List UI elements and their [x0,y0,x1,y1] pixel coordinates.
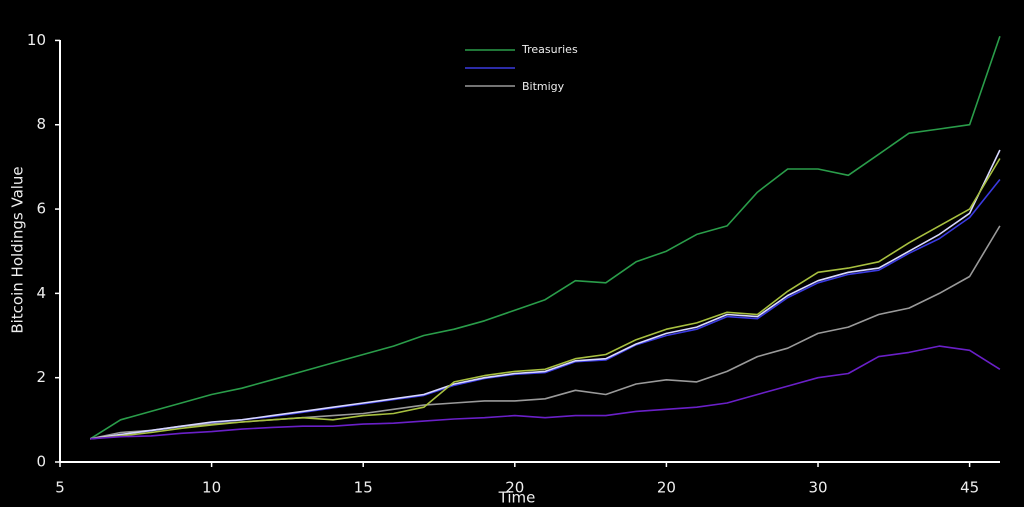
x-axis-label: Time [498,489,536,507]
y-tick-label: 8 [36,115,46,133]
y-tick-label: 10 [27,31,46,49]
x-tick-label: 20 [657,479,676,497]
x-tick-label: 15 [354,479,373,497]
x-tick-label: 20 [505,479,524,497]
y-tick-label: 2 [36,368,46,386]
x-tick-label: 10 [202,479,221,497]
y-tick-label: 4 [36,284,46,302]
series-line [89,35,1001,440]
x-tick-label: 45 [960,479,979,497]
y-axis-label: Bitcoin Holdings Value [9,166,27,333]
series-line [90,158,1001,440]
legend-label: Bitmigy [522,80,565,93]
y-tick-label: 6 [36,200,46,218]
y-tick-label: 0 [36,453,46,471]
series-line [90,345,1001,440]
legend-label: Treasuries [521,43,578,56]
x-tick-label: 5 [55,479,65,497]
x-tick-label: 30 [808,479,827,497]
series-line [90,149,1001,440]
